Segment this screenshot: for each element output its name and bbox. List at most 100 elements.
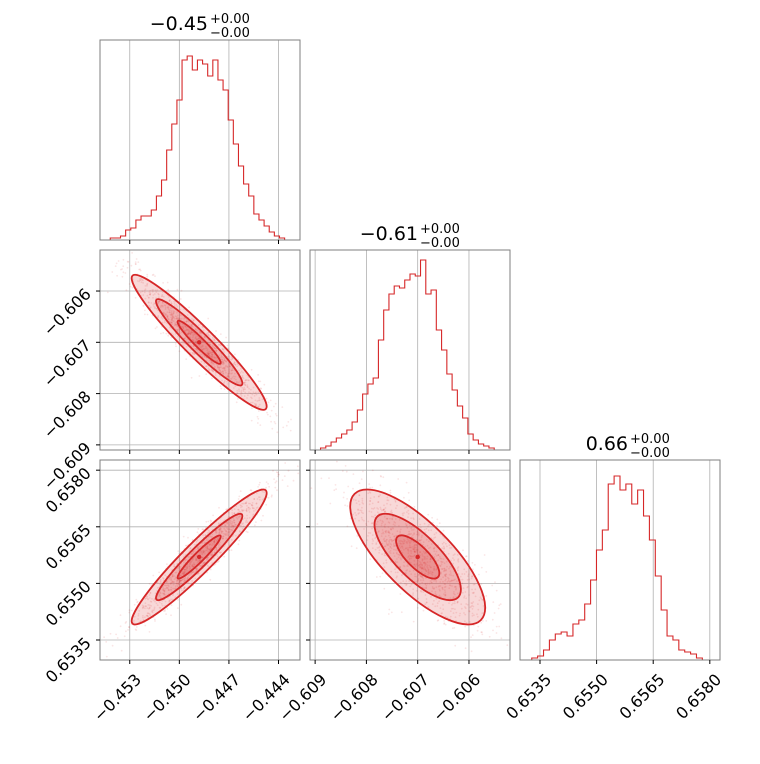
- scatter-point: [219, 385, 222, 388]
- scatter-point: [453, 627, 456, 629]
- x-tick-label-p2: −0.606: [429, 670, 484, 725]
- scatter-point: [251, 397, 253, 400]
- scatter-point: [167, 318, 170, 320]
- scatter-point: [105, 641, 108, 643]
- scatter-point: [173, 324, 176, 327]
- scatter-point: [228, 370, 231, 372]
- scatter-point: [227, 375, 229, 378]
- scatter-point: [156, 326, 158, 328]
- scatter-point: [171, 317, 174, 320]
- scatter-point: [161, 321, 164, 324]
- scatter-point: [237, 498, 240, 500]
- scatter-point: [195, 347, 198, 350]
- scatter-point: [272, 469, 274, 472]
- scatter-point: [179, 314, 182, 316]
- scatter-point: [369, 486, 372, 489]
- scatter-point: [191, 331, 193, 334]
- scatter-point: [191, 351, 194, 354]
- scatter-point: [231, 357, 234, 360]
- scatter-point: [239, 371, 242, 374]
- scatter-point: [342, 496, 345, 499]
- scatter-point: [152, 303, 155, 306]
- scatter-point: [165, 332, 168, 335]
- scatter-point: [387, 613, 390, 615]
- scatter-point: [200, 332, 203, 335]
- scatter-point: [143, 291, 146, 294]
- scatter-point: [200, 360, 203, 363]
- scatter-point: [152, 273, 155, 276]
- scatter-point: [213, 356, 216, 359]
- scatter-point: [350, 545, 353, 548]
- scatter-point: [162, 296, 165, 298]
- scatter-point: [462, 549, 464, 552]
- scatter-point: [241, 376, 244, 379]
- scatter-point: [192, 352, 194, 355]
- x-tick-label-p1: −0.450: [139, 670, 194, 725]
- scatter-point: [267, 496, 270, 499]
- scatter-point: [276, 475, 279, 478]
- scatter-point: [228, 549, 231, 552]
- scatter-point: [212, 345, 215, 347]
- scatter-point: [203, 336, 206, 338]
- scatter-point: [157, 315, 160, 317]
- scatter-point: [177, 318, 180, 321]
- scatter-point: [166, 315, 169, 318]
- scatter-point: [344, 465, 347, 467]
- scatter-point: [198, 331, 201, 333]
- scatter-point: [220, 355, 223, 357]
- scatter-point: [189, 332, 192, 335]
- scatter-point: [260, 387, 263, 390]
- scatter-point: [256, 415, 259, 418]
- scatter-point: [229, 378, 232, 380]
- scatter-point: [225, 360, 228, 363]
- scatter-point: [242, 377, 245, 380]
- scatter-point: [227, 372, 230, 375]
- scatter-point: [257, 374, 259, 376]
- scatter-point: [170, 321, 173, 324]
- scatter-point: [282, 426, 285, 429]
- scatter-point: [224, 369, 227, 372]
- scatter-point: [225, 361, 228, 363]
- scatter-point: [211, 353, 214, 356]
- scatter-point: [217, 366, 220, 369]
- scatter-point: [236, 381, 239, 383]
- scatter-point: [286, 485, 289, 487]
- scatter-point: [180, 326, 183, 328]
- scatter-point: [194, 340, 197, 343]
- scatter-point: [243, 381, 246, 384]
- scatter-point: [255, 405, 258, 407]
- scatter-point: [399, 593, 402, 595]
- scatter-point: [274, 413, 277, 415]
- scatter-point: [187, 341, 190, 343]
- scatter-point: [389, 491, 392, 494]
- scatter-point: [222, 367, 225, 370]
- scatter-point: [169, 326, 172, 329]
- scatter-point: [166, 306, 169, 308]
- scatter-point: [237, 398, 239, 400]
- scatter-point: [228, 365, 231, 368]
- scatter-point: [171, 315, 174, 317]
- scatter-point: [175, 323, 178, 326]
- scatter-point: [345, 470, 348, 473]
- scatter-point: [117, 260, 120, 262]
- scatter-point: [244, 384, 247, 387]
- scatter-point: [146, 282, 149, 285]
- scatter-point: [197, 528, 200, 530]
- scatter-point: [180, 341, 183, 344]
- scatter-point: [130, 264, 133, 267]
- scatter-point: [358, 482, 361, 485]
- scatter-point: [223, 381, 226, 383]
- scatter-point: [171, 307, 173, 309]
- scatter-point: [192, 345, 195, 347]
- scatter-point: [224, 365, 227, 368]
- scatter-point: [495, 625, 498, 628]
- scatter-point: [506, 644, 509, 647]
- scatter-point: [212, 362, 215, 365]
- scatter-point: [131, 252, 134, 254]
- scatter-point: [256, 422, 259, 424]
- scatter-point: [481, 633, 484, 636]
- scatter-point: [148, 631, 151, 633]
- y-tick-label-p3: 0.6550: [42, 577, 95, 630]
- hist-panel-p2: [309, 249, 511, 451]
- scatter-point: [166, 607, 169, 610]
